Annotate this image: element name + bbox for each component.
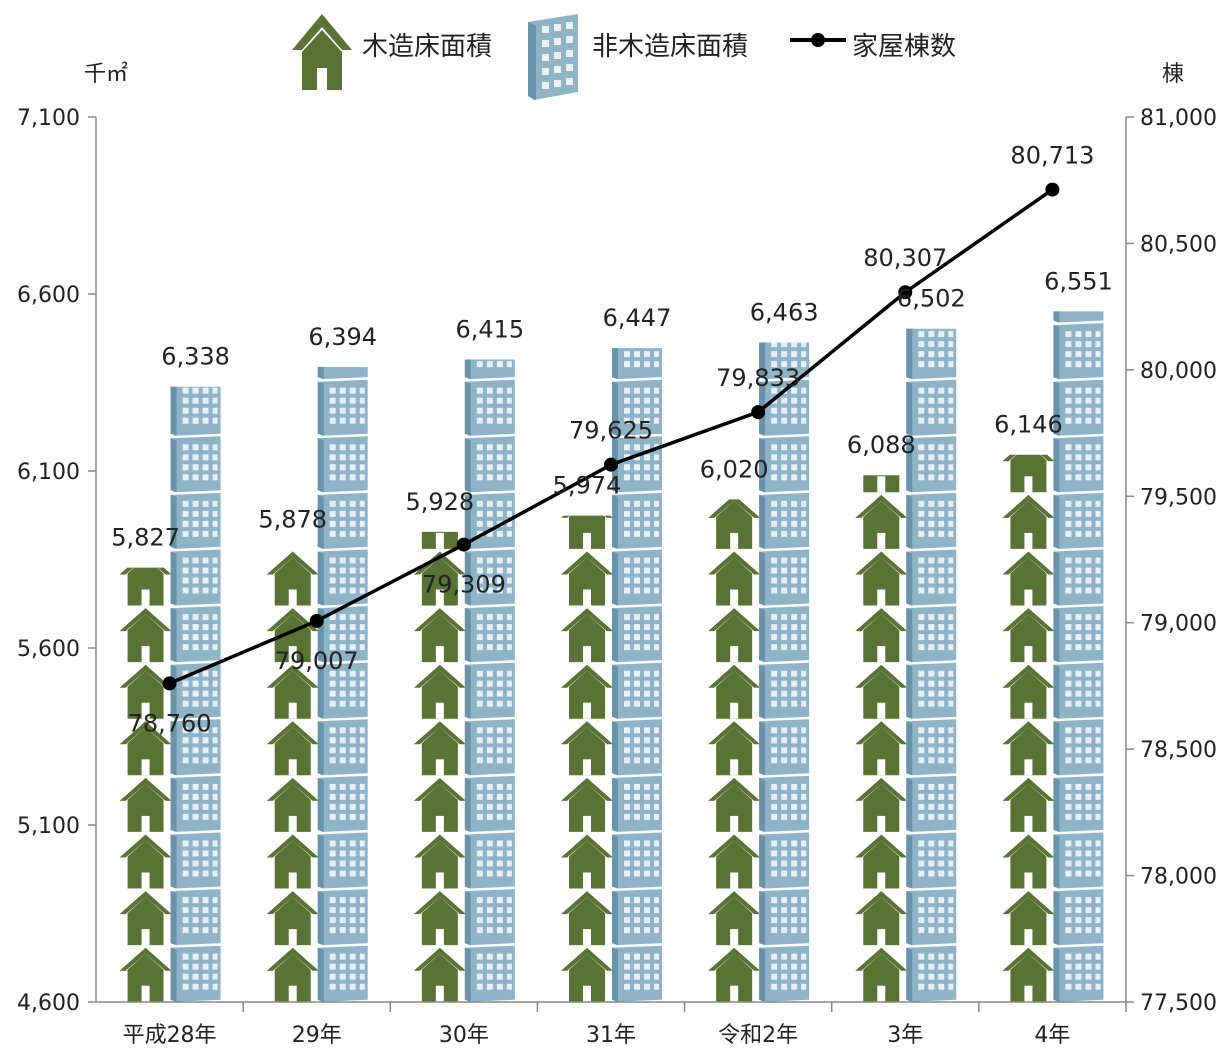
count-point (604, 457, 618, 472)
legend-nonwood-label: 非木造床面積 (592, 32, 749, 62)
wood-bar-value-label: 5,928 (405, 488, 474, 516)
left-tick-label: 5,600 (17, 637, 80, 662)
nonwood-bar-value-label: 6,463 (750, 298, 819, 326)
count-value-label: 80,307 (863, 244, 947, 272)
count-point (309, 613, 324, 628)
x-tick-label: 3年 (887, 1023, 923, 1048)
left-tick-label: 5,100 (17, 814, 80, 839)
left-tick-label: 7,100 (17, 106, 80, 131)
nonwood-bar-value-label: 6,394 (308, 323, 377, 351)
right-tick-label: 80,000 (1140, 359, 1217, 384)
right-tick-label: 80,500 (1140, 232, 1217, 257)
nonwood-bar (906, 328, 957, 1002)
wood-bar-value-label: 6,146 (994, 411, 1063, 439)
left-axis-unit: 千㎡ (84, 62, 129, 87)
legend-count-label: 家屋棟数 (852, 32, 957, 62)
right-axis-unit: 棟 (1162, 62, 1185, 87)
nonwood-bar (612, 348, 662, 1002)
left-tick-label: 4,600 (17, 991, 80, 1016)
x-tick-label: 令和2年 (718, 1023, 798, 1048)
wood-bar-value-label: 5,974 (553, 472, 622, 500)
count-point (898, 285, 913, 300)
right-tick-label: 79,000 (1140, 612, 1217, 637)
nonwood-bar-value-label: 6,338 (161, 343, 230, 371)
x-tick-label: 4年 (1034, 1023, 1070, 1048)
right-tick-label: 78,000 (1140, 865, 1217, 890)
wood-bar (266, 551, 319, 1002)
wood-bar (119, 567, 172, 1002)
count-point (1045, 182, 1060, 197)
nonwood-bar-value-label: 6,415 (455, 315, 524, 343)
count-value-label: 79,833 (716, 364, 800, 392)
legend: 木造床面積 非木造床面積 家屋棟数 (0, 8, 1224, 104)
count-point (751, 405, 766, 420)
count-value-label: 79,309 (422, 571, 506, 599)
x-tick-label: 30年 (439, 1023, 489, 1048)
count-point (162, 676, 177, 691)
count-point (456, 537, 471, 552)
wood-bar (1002, 454, 1055, 1002)
wood-bar-value-label: 6,020 (700, 455, 769, 483)
x-tick-label: 31年 (586, 1023, 636, 1048)
wood-bar (561, 515, 613, 1002)
x-tick-label: 29年 (292, 1023, 342, 1048)
wood-bar (708, 499, 761, 1002)
right-tick-label: 78,500 (1140, 738, 1217, 763)
wood-bar-value-label: 6,088 (847, 431, 916, 459)
nonwood-bar-value-label: 6,502 (897, 285, 966, 313)
nonwood-bar-value-label: 6,551 (1044, 267, 1113, 295)
nonwood-bar (170, 386, 221, 1002)
count-value-label: 79,625 (569, 417, 653, 445)
house-icon (292, 14, 352, 90)
count-value-label: 78,760 (128, 709, 212, 737)
legend-wood-label: 木造床面積 (362, 32, 493, 62)
right-tick-label: 77,500 (1140, 991, 1217, 1016)
wood-bar-value-label: 5,827 (111, 524, 180, 552)
x-tick-label: 平成28年 (123, 1023, 217, 1048)
right-tick-label: 79,500 (1140, 485, 1217, 510)
count-value-label: 80,713 (1010, 142, 1094, 170)
left-tick-label: 6,600 (17, 283, 80, 308)
wood-bar-value-label: 5,878 (258, 506, 327, 534)
count-value-label: 79,007 (275, 647, 359, 675)
nonwood-bar (1053, 311, 1104, 1002)
building-icon (528, 14, 578, 100)
line-marker-icon (790, 33, 846, 47)
right-tick-label: 81,000 (1140, 106, 1217, 131)
wood-bar (855, 475, 908, 1002)
nonwood-bar-value-label: 6,447 (603, 304, 672, 332)
left-tick-label: 6,100 (17, 460, 80, 485)
nonwood-bar (464, 359, 515, 1002)
